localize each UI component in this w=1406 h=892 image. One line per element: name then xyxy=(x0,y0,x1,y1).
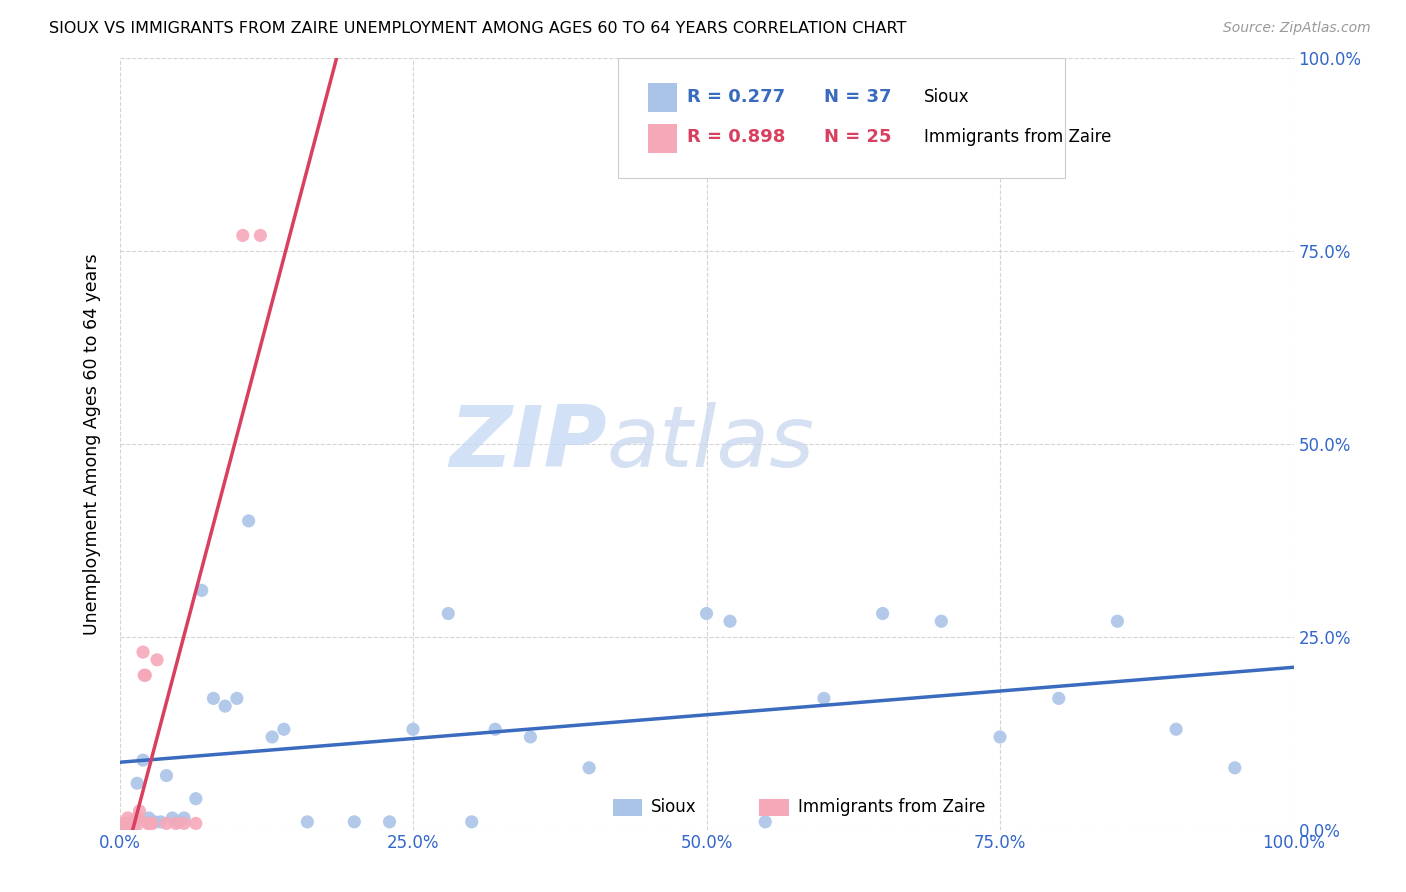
Point xyxy=(125,820,148,834)
Point xyxy=(931,614,953,628)
Text: R = 0.277: R = 0.277 xyxy=(686,87,785,105)
Point xyxy=(121,820,143,834)
Point xyxy=(132,753,155,767)
Point xyxy=(1107,614,1129,628)
Point xyxy=(128,804,150,818)
Point xyxy=(149,814,172,829)
Point xyxy=(138,811,160,825)
Point xyxy=(127,776,149,790)
Point xyxy=(184,791,207,805)
Point xyxy=(578,761,600,775)
Y-axis label: Unemployment Among Ages 60 to 64 years: Unemployment Among Ages 60 to 64 years xyxy=(83,253,101,634)
Point xyxy=(202,691,225,706)
Point xyxy=(127,811,149,825)
Point xyxy=(136,816,159,830)
Point xyxy=(173,816,195,830)
Point xyxy=(132,645,155,659)
Point xyxy=(118,816,141,830)
Point xyxy=(249,228,271,243)
Point xyxy=(1223,761,1246,775)
Text: Source: ZipAtlas.com: Source: ZipAtlas.com xyxy=(1223,21,1371,35)
Point xyxy=(1047,691,1070,706)
Point xyxy=(214,699,236,714)
Point xyxy=(114,816,136,830)
Text: ZIP: ZIP xyxy=(449,402,607,485)
Point xyxy=(141,816,163,830)
Point xyxy=(165,816,187,830)
Point xyxy=(460,814,484,829)
Point xyxy=(402,723,425,737)
Point xyxy=(167,814,190,829)
Point xyxy=(232,228,254,243)
FancyBboxPatch shape xyxy=(759,798,789,815)
Point xyxy=(173,811,195,825)
Point xyxy=(297,814,319,829)
Point xyxy=(155,816,177,830)
Point xyxy=(988,730,1011,744)
Point xyxy=(112,820,135,834)
Text: R = 0.898: R = 0.898 xyxy=(686,128,785,146)
Point xyxy=(872,607,894,621)
Point xyxy=(139,816,162,830)
Text: Sioux: Sioux xyxy=(924,87,969,105)
Point xyxy=(190,583,212,598)
Point xyxy=(484,723,506,737)
Text: atlas: atlas xyxy=(607,402,814,485)
Text: Sioux: Sioux xyxy=(651,798,697,816)
Text: Immigrants from Zaire: Immigrants from Zaire xyxy=(799,798,986,816)
Point xyxy=(146,653,169,667)
FancyBboxPatch shape xyxy=(648,124,678,153)
FancyBboxPatch shape xyxy=(619,58,1064,178)
FancyBboxPatch shape xyxy=(648,83,678,112)
Point xyxy=(225,691,249,706)
Point xyxy=(162,811,184,825)
Point xyxy=(437,607,460,621)
Point xyxy=(262,730,284,744)
Point xyxy=(120,816,142,830)
Point xyxy=(813,691,835,706)
Text: SIOUX VS IMMIGRANTS FROM ZAIRE UNEMPLOYMENT AMONG AGES 60 TO 64 YEARS CORRELATIO: SIOUX VS IMMIGRANTS FROM ZAIRE UNEMPLOYM… xyxy=(49,21,907,36)
Point xyxy=(117,811,139,825)
Point xyxy=(754,814,776,829)
Text: Immigrants from Zaire: Immigrants from Zaire xyxy=(924,128,1111,146)
Point xyxy=(127,811,149,825)
Point xyxy=(134,668,156,682)
Point xyxy=(143,814,166,829)
Point xyxy=(122,816,145,830)
Point xyxy=(343,814,366,829)
Point xyxy=(696,607,718,621)
Point xyxy=(1164,723,1187,737)
Point xyxy=(238,514,260,528)
Point xyxy=(273,723,295,737)
Point xyxy=(134,668,156,682)
FancyBboxPatch shape xyxy=(613,798,643,815)
Point xyxy=(184,816,207,830)
Point xyxy=(378,814,401,829)
Point xyxy=(718,614,741,628)
Point xyxy=(519,730,541,744)
Text: N = 37: N = 37 xyxy=(824,87,891,105)
Point xyxy=(155,768,177,782)
Point xyxy=(112,816,135,830)
Text: N = 25: N = 25 xyxy=(824,128,891,146)
